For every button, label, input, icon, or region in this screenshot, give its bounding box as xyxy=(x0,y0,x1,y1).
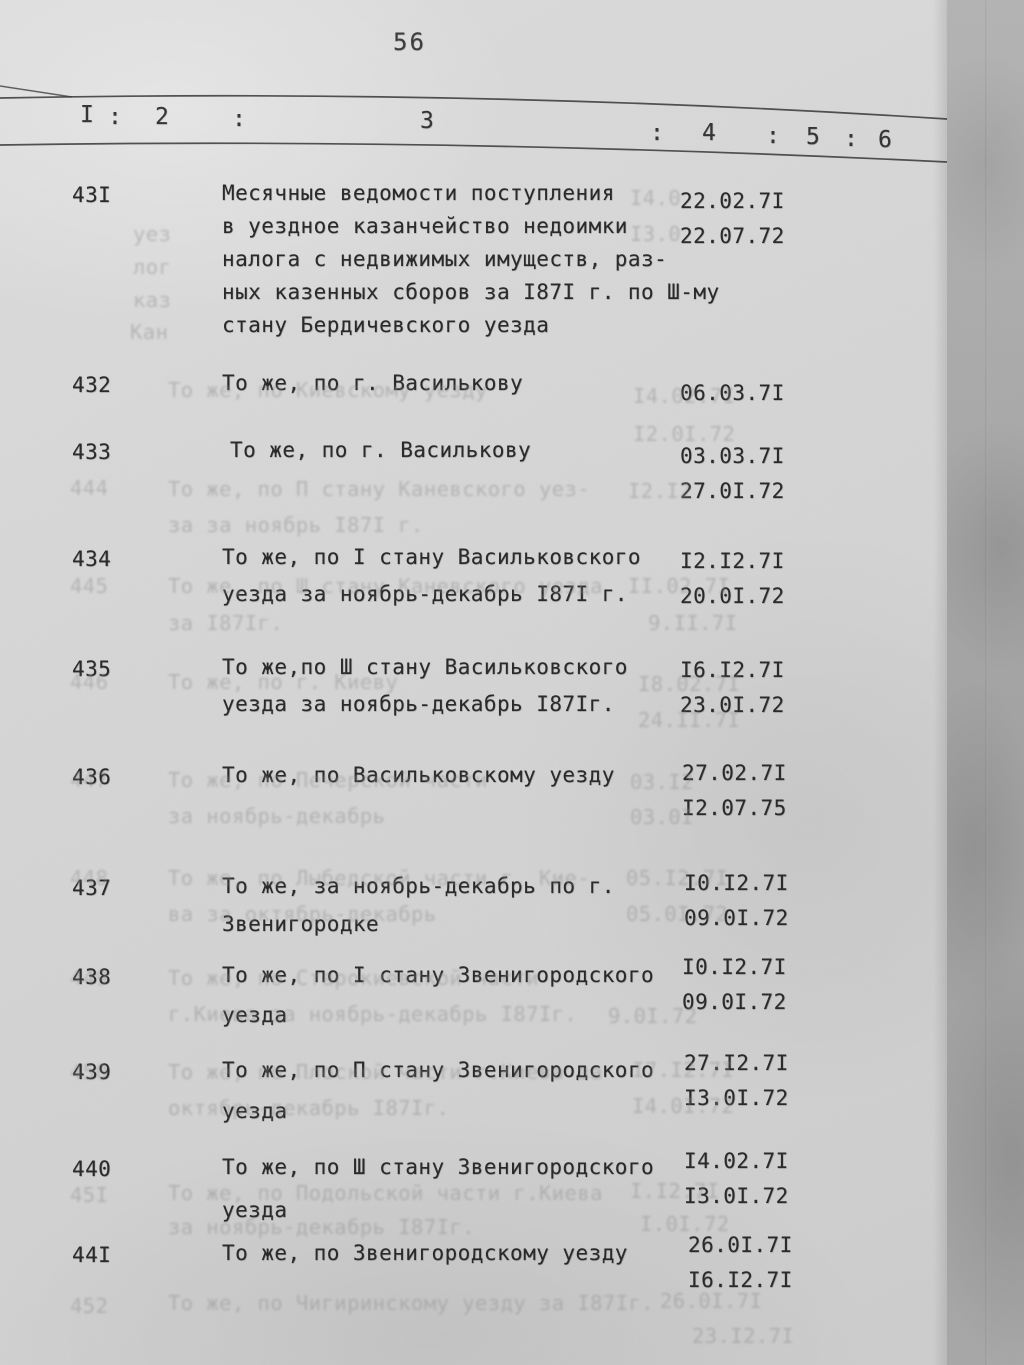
entry-date: I6.I2.7I xyxy=(688,1268,793,1292)
bleed-through-text: То же, по Печерской части xyxy=(168,768,488,792)
bleed-through-text: г.Киева за ноябрь-декабрь I87Iг. xyxy=(168,1002,578,1026)
bleed-through-text: 9.0I.72 xyxy=(608,1004,698,1028)
entry-description-line: То же, по I стану Васильковского xyxy=(222,545,641,569)
column-header: : xyxy=(766,123,781,149)
entry-date: I0.I2.7I xyxy=(682,955,787,979)
bleed-through-text: I7.I2.7I xyxy=(632,1058,735,1082)
bleed-through-text: 24.II.7I xyxy=(638,708,741,732)
entry-description-line: налога с недвижимых имуществ, раз- xyxy=(222,247,668,271)
bleed-through-text: лог xyxy=(133,255,172,279)
entry-number: 433 xyxy=(72,440,112,464)
bleed-through-text: за ноябрь-декабрь I87Iг. xyxy=(168,1215,476,1239)
bleed-through-text: 447 xyxy=(70,768,109,792)
column-header: 3 xyxy=(420,108,435,134)
bleed-through-text: I4.0I.72 xyxy=(632,1094,735,1118)
bleed-through-text: То же, по г. Киеву xyxy=(168,670,399,694)
bleed-through-text: ва за октябрь-декабрь xyxy=(168,902,437,926)
entry-date: I4.02.7I xyxy=(684,1149,789,1173)
bleed-through-text: I2.0I.72 xyxy=(633,422,736,446)
column-header: : xyxy=(844,126,859,152)
entry-number: 43I xyxy=(72,183,112,207)
entry-description-line: Месячные ведомости поступления xyxy=(222,181,615,205)
bleed-through-text: I2.I2 xyxy=(628,479,692,503)
bleed-through-text: То же, по Подольской части г.Киева xyxy=(168,1181,603,1205)
entry-description-line: уезда за ноябрь-декабрь I87Iг. xyxy=(222,692,615,716)
entry-date: 22.07.72 xyxy=(680,224,785,248)
bleed-through-text: То же, по Чигиринскому уезду за I87Iг. xyxy=(168,1291,655,1315)
bleed-through-text: 448 xyxy=(70,866,109,890)
entry-date: 03.03.7I xyxy=(680,444,785,468)
entry-number: 44I xyxy=(72,1243,112,1267)
entry-date: 26.0I.7I xyxy=(688,1233,793,1257)
entry-number: 434 xyxy=(72,547,112,571)
bleed-through-text: за ноябрь-декабрь xyxy=(168,804,386,828)
column-header: 4 xyxy=(702,120,717,146)
bleed-through-text: уез xyxy=(133,222,172,246)
entry-date: I2.I2.7I xyxy=(680,549,785,573)
bleed-through-text: I8.02.7I xyxy=(638,672,741,696)
column-header: I xyxy=(80,102,95,128)
entry-date: 27.02.7I xyxy=(682,761,787,785)
entry-description-line: То же, по г. Василькову xyxy=(230,438,532,462)
bleed-through-text: То же, по Лыбедской части г. Кие- xyxy=(168,866,591,890)
bleed-through-text: 449 xyxy=(70,966,109,990)
bleed-through-text: 23.I2.7I xyxy=(692,1324,795,1348)
entry-description-line: стану Бердичевского уезда xyxy=(222,313,550,337)
bleed-through-text: I4.02.7I xyxy=(633,384,736,408)
bleed-through-text: То же, по Киевскому уезду xyxy=(168,378,488,402)
entry-description-line: в уездное казанчейство недоимки xyxy=(222,214,628,238)
bleed-through-text: 9.II.7I xyxy=(648,611,738,635)
column-header: : xyxy=(650,120,665,146)
bleed-through-text: I3.0 xyxy=(630,222,682,246)
entry-date: 27.0I.72 xyxy=(680,479,785,503)
bleed-through-text: 05.I2.7I xyxy=(626,866,729,890)
bleed-through-text: каз xyxy=(133,288,172,312)
column-header: 5 xyxy=(806,124,821,150)
entry-description-line: То же, по Звенигородскому уезду xyxy=(222,1241,628,1265)
entry-number: 440 xyxy=(72,1157,112,1181)
bleed-through-text: То же, по Плоской части г.Киева за xyxy=(168,1060,603,1084)
bleed-through-text: 445 xyxy=(70,574,109,598)
bleed-through-text: 45I xyxy=(70,1183,109,1207)
bleed-through-text: 452 xyxy=(70,1294,109,1318)
bleed-through-text: 26.0I.7I xyxy=(660,1289,763,1313)
entry-date: 22.02.7I xyxy=(680,189,785,213)
entry-number: 432 xyxy=(72,373,112,397)
bleed-through-text: 03.I2 xyxy=(630,770,694,794)
bleed-through-text: То же, по П стану Каневского уез- xyxy=(168,477,591,501)
bleed-through-text: То же, по Старокиевской части xyxy=(168,966,539,990)
bleed-through-text: То же, по Ш стану Каневского уезда xyxy=(168,574,603,598)
entry-date: 09.0I.72 xyxy=(682,990,787,1014)
bleed-through-text: за за ноябрь I87I г. xyxy=(168,513,424,537)
column-header: 6 xyxy=(878,127,893,153)
bleed-through-text: II.02.7I xyxy=(628,574,731,598)
entry-date: I2.07.75 xyxy=(682,796,787,820)
bleed-through-text: 03.0I xyxy=(630,805,694,829)
bleed-through-text: октябрь-декабрь I87Iг. xyxy=(168,1096,450,1120)
bleed-through-text: 450 xyxy=(70,1060,109,1084)
bleed-through-text: 05.0I.72 xyxy=(626,902,729,926)
entry-description-line: ных казенных сборов за I87I г. по Ш-му xyxy=(222,280,720,304)
bleed-through-text: I.0I.72 xyxy=(640,1212,730,1236)
bleed-through-text: I.I2.7I xyxy=(630,1179,720,1203)
bleed-through-text: Кан xyxy=(130,320,169,344)
column-header: : xyxy=(232,106,247,132)
backdrop-crease xyxy=(985,0,988,1365)
bleed-through-text: 446 xyxy=(70,670,109,694)
column-header: : xyxy=(108,104,123,130)
page-edge-shadow xyxy=(933,0,947,1365)
bleed-through-text: за I87Iг. xyxy=(168,611,284,635)
entry-description-line: То же, по Ш стану Звенигородского xyxy=(222,1155,655,1179)
column-header: 2 xyxy=(155,104,170,130)
bleed-through-text: 444 xyxy=(70,476,109,500)
page-number: 56 xyxy=(393,28,426,56)
bleed-through-text: I4.0 xyxy=(630,186,682,210)
